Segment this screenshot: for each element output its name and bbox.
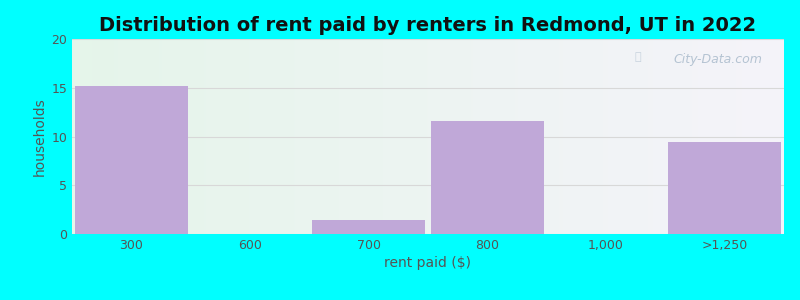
Bar xyxy=(668,142,781,234)
Text: City-Data.com: City-Data.com xyxy=(674,52,762,66)
Bar xyxy=(312,220,425,234)
Bar xyxy=(431,121,544,234)
X-axis label: rent paid ($): rent paid ($) xyxy=(385,256,471,270)
Y-axis label: households: households xyxy=(33,97,47,176)
Text: 🔍: 🔍 xyxy=(635,52,642,62)
Bar xyxy=(75,86,188,234)
Title: Distribution of rent paid by renters in Redmond, UT in 2022: Distribution of rent paid by renters in … xyxy=(99,16,757,35)
